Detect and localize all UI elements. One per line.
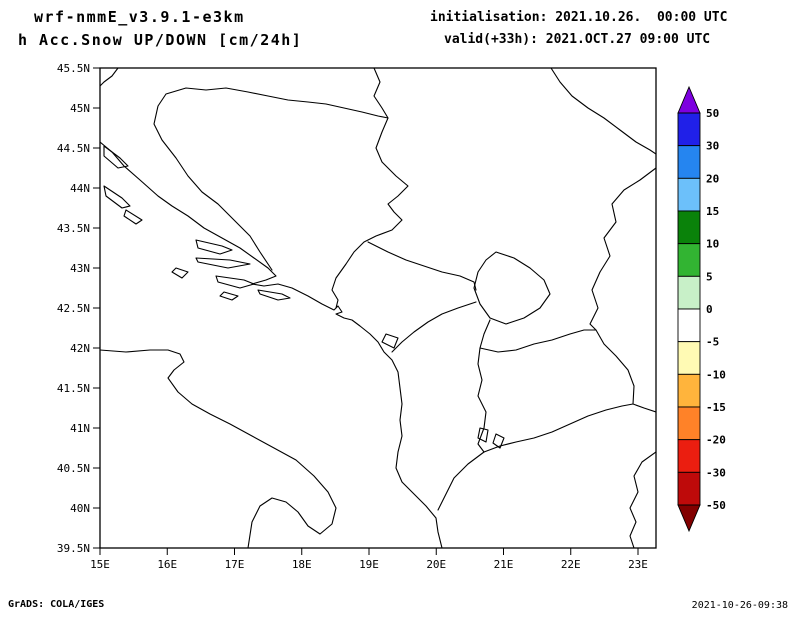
colorbar-segment (677, 341, 701, 375)
creation-timestamp: 2021-10-26-09:38 (691, 600, 788, 611)
lat-tick-label: 39.5N (57, 542, 90, 555)
border-croatia-slovenia (100, 68, 119, 87)
colorbar-value-label: 0 (706, 303, 713, 316)
colorbar-value-label: -20 (706, 434, 726, 447)
initialisation-time: initialisation: 2021.10.26. 00:00 UTC (430, 10, 728, 25)
lat-tick-label: 45.5N (57, 62, 90, 75)
colorbar-arrow-up (677, 85, 701, 114)
lon-tick-label: 23E (628, 558, 648, 571)
lat-tick-label: 43N (70, 262, 90, 275)
colorbar-segment (677, 308, 701, 343)
coastline-italy (100, 349, 337, 548)
product-title: h Acc.Snow UP/DOWN [cm/24h] (18, 31, 303, 49)
colorbar-segment (677, 112, 701, 147)
lat-tick-label: 41.5N (57, 382, 90, 395)
colorbar-segment (677, 373, 701, 408)
colorbar-value-label: 50 (706, 107, 719, 120)
border-bosnia (153, 87, 409, 309)
lon-tick-label: 22E (561, 558, 581, 571)
model-version-title: wrf-nmmE_v3.9.1-e3km (34, 8, 245, 26)
colorbar-value-label: 5 (706, 270, 713, 283)
latitude-axis: 45.5N 45N 44.5N 44N 43.5N 43N 42.5N 42N 41.5N 41N… (57, 62, 100, 555)
lake-scutari (381, 333, 399, 349)
colorbar-value-label: 30 (706, 140, 719, 153)
border-macedonia-greece (483, 403, 634, 453)
colorbar-value-label: 20 (706, 172, 719, 185)
lon-tick-label: 17E (225, 558, 245, 571)
lat-tick-label: 42N (70, 342, 90, 355)
lon-tick-label: 19E (359, 558, 379, 571)
lat-tick-label: 40.5N (57, 462, 90, 475)
colorbar-value-label: 10 (706, 238, 719, 251)
colorbar-segment (677, 406, 701, 441)
lat-tick-label: 42.5N (57, 302, 90, 315)
colorbar-segment (677, 275, 701, 310)
colorbar-segment (677, 177, 701, 212)
lat-tick-label: 44N (70, 182, 90, 195)
colorbar-value-label: -10 (706, 368, 726, 381)
colorbar-segment (677, 471, 701, 506)
lat-tick-label: 45N (70, 102, 90, 115)
colorbar-value-label: 15 (706, 205, 719, 218)
lakes-ohrid-prespa (477, 427, 505, 449)
lat-tick-label: 40N (70, 502, 90, 515)
coastline-greece-aegean (629, 451, 656, 548)
border-serbia-romania (550, 68, 656, 155)
border-albania-greece (437, 451, 485, 511)
colorbar-segment (677, 243, 701, 277)
border-croatia-serbia (373, 68, 389, 119)
border-montenegro-serbia (367, 241, 477, 291)
colorbar-value-label: -5 (706, 336, 719, 349)
grads-attribution: GrADS: COLA/IGES (8, 599, 105, 610)
valid-time: valid(+33h): 2021.OCT.27 09:00 UTC (444, 32, 711, 47)
lon-tick-label: 15E (90, 558, 110, 571)
colorbar-segment (677, 439, 701, 473)
lon-tick-label: 20E (426, 558, 446, 571)
colorbar-value-label: -30 (706, 466, 726, 479)
colorbar-segment (677, 145, 701, 179)
lat-tick-label: 43.5N (57, 222, 90, 235)
colorbar-segment (677, 210, 701, 245)
border-montenegro-albania (391, 301, 477, 353)
border-kosovo-macedonia (479, 319, 491, 349)
coastline-east-adriatic (100, 141, 443, 548)
lon-tick-label: 18E (292, 558, 312, 571)
border-kosovo (473, 251, 551, 325)
border-macedonia-north (479, 329, 597, 353)
adriatic-islands (103, 145, 291, 301)
geography-layer (100, 68, 656, 548)
colorbar-value-label: -50 (706, 499, 726, 512)
map-frame (99, 67, 657, 549)
lon-tick-label: 16E (157, 558, 177, 571)
lat-tick-label: 41N (70, 422, 90, 435)
border-serbia-bulgaria (589, 167, 656, 413)
lat-tick-label: 44.5N (57, 142, 90, 155)
colorbar-arrow-down (677, 504, 701, 533)
border-albania-macedonia (477, 347, 487, 453)
lon-tick-label: 21E (494, 558, 514, 571)
longitude-axis: 15E 16E 17E 18E 19E 20E 21E 22E 23E (90, 548, 648, 571)
colorbar-value-label: -15 (706, 401, 726, 414)
